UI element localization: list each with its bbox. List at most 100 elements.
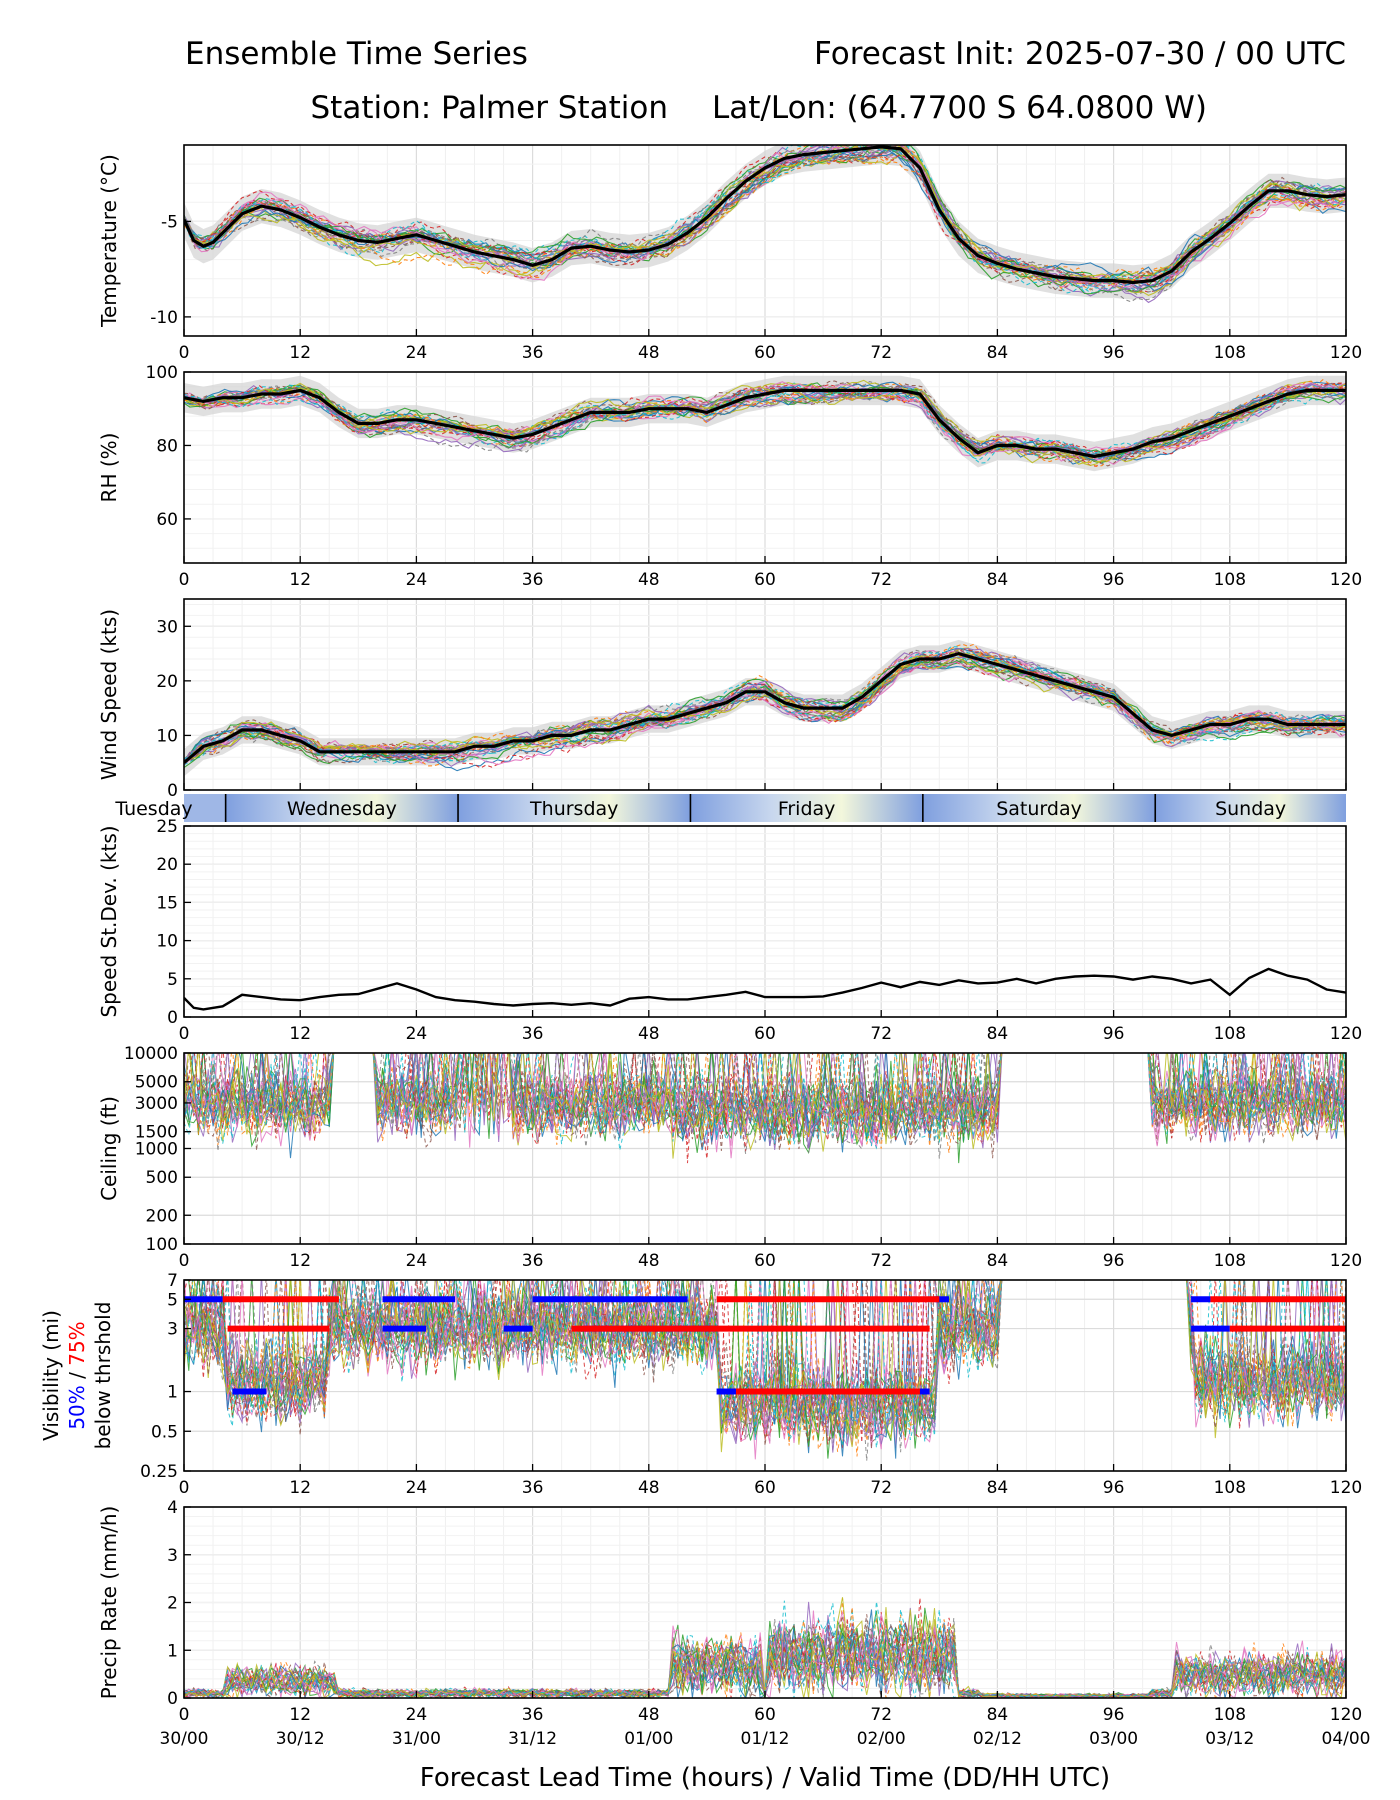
x-tick-label: 108 [1214, 343, 1246, 363]
x-tick-label: 84 [987, 570, 1009, 590]
x-tick-label: 120 [1330, 1251, 1362, 1271]
x-tick-label: 0 [179, 1478, 190, 1498]
panel-6: 0.25 0.5 1 3 57 0 12 24 36 48 60 72 84 96 108 120 Visibi… [39, 1271, 1362, 1498]
day-strip: Tuesday Wednesday Thursday Friday Saturday Su… [114, 794, 1346, 822]
ensemble-member-line [184, 156, 1346, 287]
ensemble-member-line [184, 382, 1346, 456]
valid-time-label: 03/00 [1089, 1729, 1138, 1749]
day-block [922, 794, 1156, 822]
y-tick-label: 25 [156, 817, 178, 837]
visibility-member-line [184, 1280, 1346, 1453]
vis-75pct-label: 75% [65, 1321, 89, 1365]
x-tick-label: 36 [522, 343, 544, 363]
x-tick-label: 36 [522, 570, 544, 590]
valid-time-label: 03/12 [1205, 1729, 1254, 1749]
x-tick-label: 84 [987, 343, 1009, 363]
x-tick-label: 72 [870, 343, 892, 363]
valid-time-label: 31/12 [508, 1729, 557, 1749]
y-tick-label: 4 [167, 1498, 178, 1518]
ceiling-member-line [184, 1053, 1345, 1150]
ceiling-member-line [184, 1053, 1346, 1154]
x-tick-label: 0 [179, 1251, 190, 1271]
x-tick-label: 84 [987, 1251, 1009, 1271]
x-tick-label: 0 [179, 343, 190, 363]
y-tick-label: 15 [156, 893, 178, 913]
x-tick-label: 108 [1214, 1705, 1246, 1725]
x-tick-label: 24 [406, 570, 428, 590]
visibility-member-line [184, 1280, 1346, 1457]
day-label: Friday [778, 798, 836, 820]
valid-time-label: 02/12 [973, 1729, 1022, 1749]
ensemble-member-line [184, 145, 1346, 285]
x-tick-label: 84 [987, 1478, 1009, 1498]
ensemble-member-line [184, 149, 1346, 293]
day-block [225, 794, 459, 822]
y-tick-label: -10 [150, 308, 178, 328]
y-tick-label: 0 [167, 781, 178, 801]
y-tick-label: 200 [146, 1206, 178, 1226]
x-tick-label: 60 [754, 570, 776, 590]
x-tick-label: 36 [522, 1705, 544, 1725]
x-tick-label: 96 [1103, 1478, 1125, 1498]
x-tick-label: 108 [1214, 1478, 1246, 1498]
x-tick-label: 120 [1330, 343, 1362, 363]
y-tick-label: 1500 [135, 1123, 178, 1143]
x-tick-label: 12 [289, 1705, 311, 1725]
x-tick-label: 108 [1214, 1024, 1246, 1044]
y-axis-label: Wind Speed (kts) [97, 609, 121, 780]
x-tick-label: 120 [1330, 1478, 1362, 1498]
y-tick-label: 3 [167, 1320, 178, 1340]
y-tick-label: 5 [167, 1290, 178, 1310]
y-tick-label: 500 [146, 1168, 178, 1188]
x-tick-label: 120 [1330, 570, 1362, 590]
ensemble-spread-band [184, 145, 1346, 300]
x-tick-label: 60 [754, 1251, 776, 1271]
valid-time-label: 01/12 [741, 1729, 790, 1749]
day-block [690, 794, 923, 822]
x-tick-label: 48 [638, 1024, 660, 1044]
day-block [1155, 794, 1346, 822]
day-label: Thursday [529, 798, 618, 820]
ensemble-member-line [184, 656, 1346, 760]
ensemble-mean-line [184, 145, 1346, 285]
y-axis-label: Visibility (mi) [39, 1310, 63, 1441]
ceiling-member-line [184, 1053, 1346, 1139]
x-tick-label: 48 [638, 1478, 660, 1498]
valid-time-label: 30/12 [276, 1729, 325, 1749]
x-tick-label: 120 [1330, 1024, 1362, 1044]
y-tick-label: 20 [156, 672, 178, 692]
figure-title-left: Ensemble Time Series [185, 36, 528, 72]
visibility-member-line [184, 1280, 1346, 1453]
y-tick-label: 0 [167, 1689, 178, 1709]
y-tick-label: 3000 [135, 1094, 178, 1114]
y-axis-label-tail: below thrshold [91, 1302, 115, 1450]
y-tick-label: 100 [146, 363, 178, 383]
visibility-member-line [184, 1280, 1346, 1443]
ceiling-member-line [184, 1053, 1346, 1153]
x-tick-label: 0 [179, 1705, 190, 1725]
visibility-member-line [184, 1280, 1346, 1442]
day-label: Tuesday [114, 798, 192, 820]
x-tick-label: 24 [406, 1024, 428, 1044]
y-tick-label: 2 [167, 1594, 178, 1614]
day-label: Sunday [1215, 798, 1286, 820]
x-tick-label: 60 [754, 343, 776, 363]
panel-4: 0 5 10 15 20 25 0 12 24 36 48 60 72 84 96 108 120 Speed S… [97, 817, 1362, 1044]
y-tick-label: 20 [156, 855, 178, 875]
precip-member-line [184, 1600, 1346, 1698]
precip-member-line [184, 1614, 1346, 1698]
x-tick-label: 12 [289, 1251, 311, 1271]
valid-time-label: 31/00 [392, 1729, 441, 1749]
y-tick-label: -5 [161, 212, 178, 232]
ceiling-member-line [184, 1053, 1346, 1149]
y-tick-label: 30 [156, 617, 178, 637]
ensemble-member-line [184, 649, 1346, 764]
visibility-member-line [184, 1280, 1346, 1449]
x-tick-label: 48 [638, 343, 660, 363]
valid-time-label: 01/00 [624, 1729, 673, 1749]
y-tick-label: 0.25 [140, 1462, 178, 1482]
x-tick-label: 36 [522, 1251, 544, 1271]
day-block [458, 794, 691, 822]
panel-3: 0 10 20 30 Wind Speed (kts) [97, 598, 1347, 801]
